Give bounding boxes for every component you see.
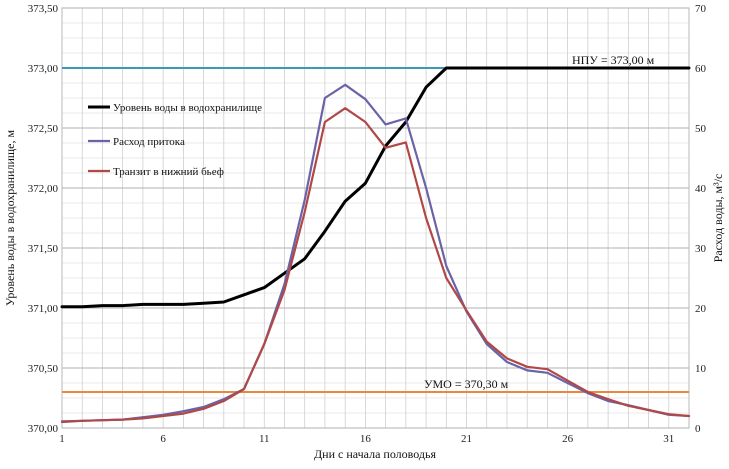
y-left-tick-label: 370,50 <box>28 363 59 375</box>
x-axis-title: Дни с начала половодья <box>314 447 436 461</box>
x-tick-label: 1 <box>59 433 65 445</box>
reference-line-label: НПУ = 373,00 м <box>572 53 655 67</box>
y-left-tick-label: 371,00 <box>28 303 59 315</box>
y-axis-left-title: Уровень воды в водохранилище, м <box>3 130 17 307</box>
legend: Уровень воды в водохранилище Расход прито… <box>88 102 262 178</box>
series-line <box>60 107 691 424</box>
legend-label: Расход притока <box>113 136 185 148</box>
series-line <box>60 83 691 423</box>
y-right-tick-label: 40 <box>695 183 707 195</box>
y-left-tick-label: 371,50 <box>28 243 59 255</box>
tick-labels: 1 6 11 16 21 26 31370,00370,50371,00371,50372,… <box>28 3 707 445</box>
reference-line-label: УМО = 370,30 м <box>424 377 509 391</box>
y-right-tick-label: 20 <box>695 303 707 315</box>
x-tick-label: 16 <box>360 433 372 445</box>
y-left-tick-label: 372,50 <box>28 123 59 135</box>
x-tick-label: 26 <box>562 433 574 445</box>
y-left-tick-label: 372,00 <box>28 183 59 195</box>
x-tick-label: 21 <box>461 433 472 445</box>
y-right-tick-label: 10 <box>695 363 707 375</box>
legend-label: Уровень воды в водохранилище <box>113 102 262 114</box>
y-right-tick-label: 70 <box>695 3 707 15</box>
y-right-tick-label: 0 <box>695 423 701 435</box>
y-right-tick-label: 30 <box>695 243 707 255</box>
y-left-tick-label: 370,00 <box>28 423 59 435</box>
x-tick-label: 31 <box>663 433 674 445</box>
series-line <box>60 66 691 309</box>
series-layer <box>60 66 691 424</box>
y-right-tick-label: 50 <box>695 123 707 135</box>
y-axis-right-title: Расход воды, м³/с <box>711 174 725 263</box>
legend-label: Транзит в нижний бьеф <box>113 166 224 178</box>
x-tick-label: 11 <box>259 433 270 445</box>
y-left-tick-label: 373,50 <box>28 3 59 15</box>
y-left-tick-label: 373,00 <box>28 63 59 75</box>
x-tick-label: 6 <box>160 433 166 445</box>
y-right-tick-label: 60 <box>695 63 707 75</box>
